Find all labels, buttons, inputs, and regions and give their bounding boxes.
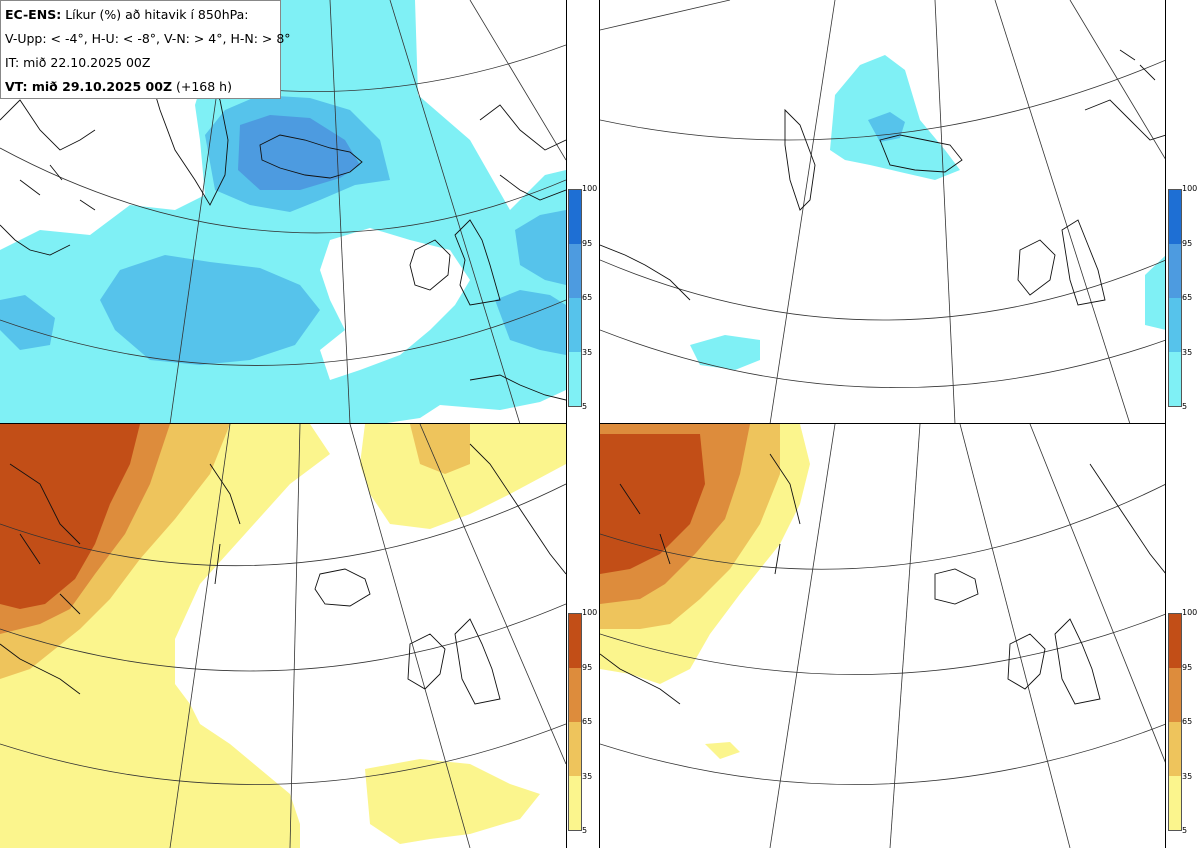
legend-tick: 5 [1182, 826, 1188, 835]
color-legend-top-left [568, 189, 582, 407]
legend-tick: 100 [1182, 184, 1198, 193]
color-legend-top-right [1168, 189, 1182, 407]
model-name: EC-ENS: [5, 7, 62, 22]
valid-time-line: VT: mið 29.10.2025 00Z (+168 h) [5, 75, 276, 99]
legend-tick: 95 [582, 663, 593, 672]
init-time: IT: mið 22.10.2025 00Z [5, 55, 151, 70]
panel-divider-horizontal-left [0, 423, 567, 424]
legend-tick: 65 [582, 717, 593, 726]
title-line: EC-ENS: Líkur (%) að hitavik í 850hPa: [5, 3, 276, 27]
lead-time: (+168 h) [176, 79, 232, 94]
legend-tick: 35 [582, 772, 593, 781]
probability-map-warm-8 [600, 424, 1166, 848]
thresholds-line: V-Upp: < -4°, H-U: < -8°, V-N: > 4°, H-N… [5, 31, 291, 46]
legend-tick: 35 [1182, 772, 1193, 781]
legend-tick: 5 [1182, 402, 1188, 411]
map-panel-bottom-right [600, 424, 1166, 848]
legend-tick: 35 [1182, 348, 1193, 357]
title-text: Líkur (%) að hitavik í 850hPa: [65, 7, 249, 22]
legend-tick: 5 [582, 402, 588, 411]
legend-tick: 65 [582, 293, 593, 302]
panel-divider-vertical-2 [599, 0, 600, 848]
color-legend-bottom-left [568, 613, 582, 831]
legend-tick: 100 [1182, 608, 1198, 617]
legend-tick: 5 [582, 826, 588, 835]
legend-tick: 100 [582, 184, 598, 193]
legend-tick: 35 [582, 348, 593, 357]
valid-time: VT: mið 29.10.2025 00Z [5, 79, 173, 94]
probability-map-warm-4 [0, 424, 566, 848]
color-legend-bottom-right [1168, 613, 1182, 831]
panel-border-right [1165, 0, 1166, 848]
panel-divider-horizontal-right [599, 423, 1166, 424]
legend-tick: 95 [1182, 663, 1193, 672]
probability-map-cold-8 [600, 0, 1166, 424]
legend-tick: 65 [1182, 717, 1193, 726]
map-panel-top-right [600, 0, 1166, 424]
legend-tick: 65 [1182, 293, 1193, 302]
info-box: EC-ENS: Líkur (%) að hitavik í 850hPa: V… [0, 0, 291, 99]
map-panel-bottom-left [0, 424, 566, 848]
panel-divider-vertical [566, 0, 567, 848]
legend-tick: 100 [582, 608, 598, 617]
legend-tick: 95 [582, 239, 593, 248]
map-panel-top-left [0, 0, 566, 424]
legend-tick: 95 [1182, 239, 1193, 248]
